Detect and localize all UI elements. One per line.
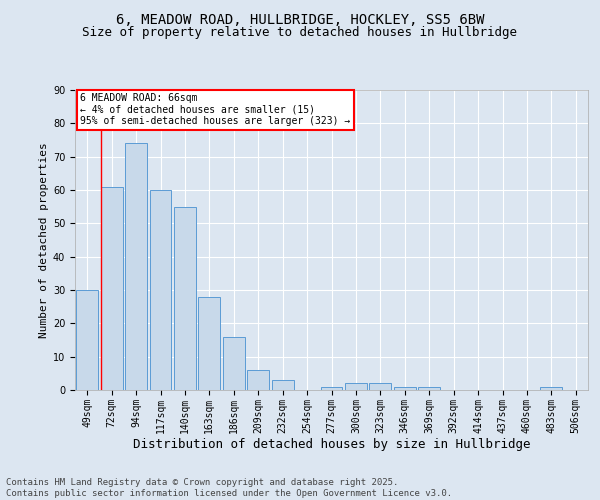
Bar [76, 290, 98, 390]
Bar [247, 370, 269, 390]
Text: Size of property relative to detached houses in Hullbridge: Size of property relative to detached ho… [83, 26, 517, 39]
Text: Contains HM Land Registry data © Crown copyright and database right 2025.
Contai: Contains HM Land Registry data © Crown c… [6, 478, 452, 498]
Bar [394, 386, 416, 390]
Bar [199, 296, 220, 390]
Bar [272, 380, 293, 390]
Bar [149, 190, 172, 390]
Bar [345, 384, 367, 390]
Bar [418, 386, 440, 390]
Bar [125, 144, 147, 390]
Text: 6 MEADOW ROAD: 66sqm
← 4% of detached houses are smaller (15)
95% of semi-detach: 6 MEADOW ROAD: 66sqm ← 4% of detached ho… [80, 93, 350, 126]
Bar [320, 386, 343, 390]
Bar [174, 206, 196, 390]
Bar [101, 186, 122, 390]
Bar [223, 336, 245, 390]
Bar [541, 386, 562, 390]
Text: 6, MEADOW ROAD, HULLBRIDGE, HOCKLEY, SS5 6BW: 6, MEADOW ROAD, HULLBRIDGE, HOCKLEY, SS5… [116, 12, 484, 26]
X-axis label: Distribution of detached houses by size in Hullbridge: Distribution of detached houses by size … [133, 438, 530, 452]
Bar [370, 384, 391, 390]
Y-axis label: Number of detached properties: Number of detached properties [39, 142, 49, 338]
